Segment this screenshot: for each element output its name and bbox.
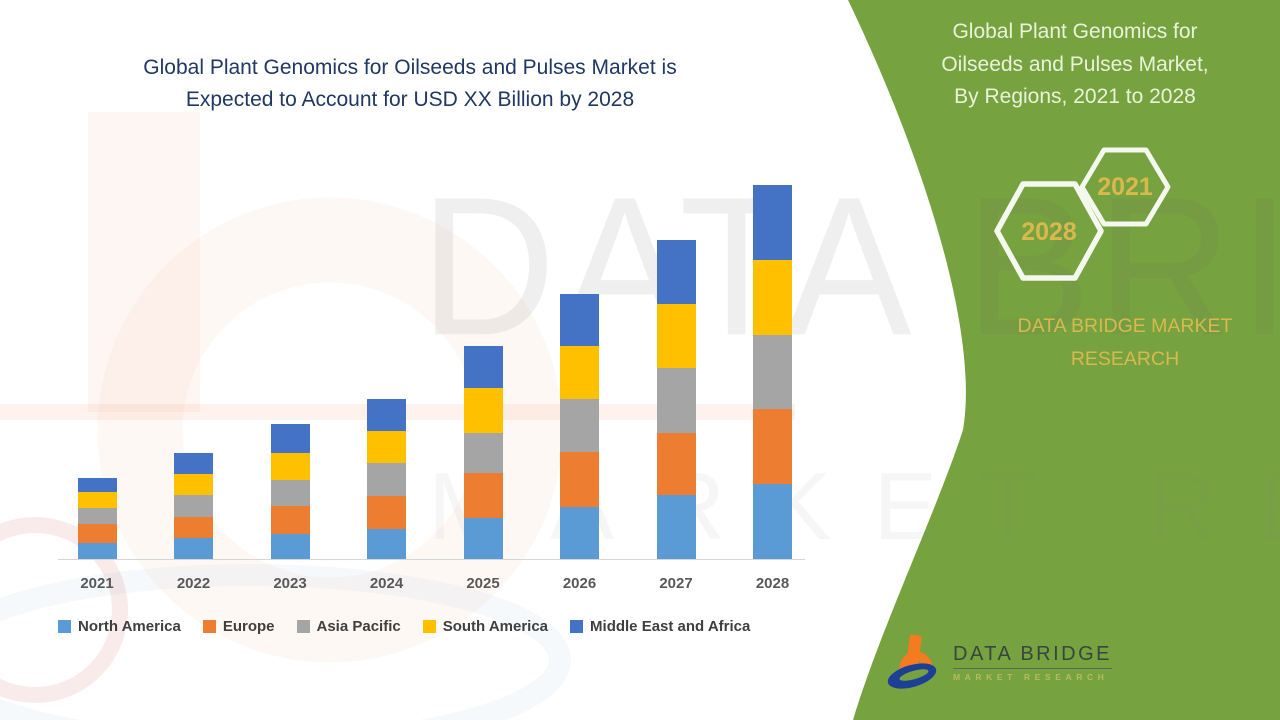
bar-segment-middle-east-and-africa — [753, 185, 792, 260]
legend-item-south-america: South America — [422, 618, 549, 635]
data-bridge-logo-icon — [887, 634, 937, 689]
bar-segment-north-america — [367, 529, 406, 559]
chart-legend: North America Europe Asia Pacific South Ame… — [58, 618, 750, 635]
bar-segment-europe — [560, 452, 599, 507]
legend-swatch — [570, 620, 584, 633]
legend-label: North America — [78, 618, 181, 635]
bar-segment-asia-pacific — [560, 399, 599, 452]
x-axis-label: 2026 — [562, 575, 597, 592]
bar-segment-south-america — [753, 260, 792, 335]
bar-segment-middle-east-and-africa — [270, 424, 310, 453]
bar-segment-middle-east-and-africa — [463, 346, 503, 388]
brand-statement: DATA BRIDGE MARKET RESEARCH — [955, 310, 1280, 376]
legend-swatch — [58, 620, 71, 633]
bar-segment-europe — [753, 409, 792, 484]
bar-segment-middle-east-and-africa — [77, 478, 117, 492]
bar-segment-asia-pacific — [753, 335, 792, 409]
bar-segment-europe — [463, 473, 503, 518]
legend-item-north-america: North America — [58, 618, 181, 635]
bar-2021 — [77, 478, 117, 559]
bar-segment-europe — [270, 506, 310, 534]
bar-segment-asia-pacific — [463, 433, 503, 473]
bar-segment-asia-pacific — [270, 480, 310, 506]
bar-segment-europe — [656, 433, 696, 495]
logo-tagline-text: MARKET RESEARCH — [953, 671, 1109, 682]
bar-segment-north-america — [753, 484, 792, 559]
bar-segment-middle-east-and-africa — [560, 294, 599, 346]
bar-2025 — [463, 346, 503, 559]
legend-label: South America — [442, 618, 549, 635]
bar-segment-europe — [367, 496, 406, 529]
bar-segment-north-america — [270, 534, 310, 559]
x-axis-label: 2021 — [80, 575, 114, 592]
x-axis-label: 2022 — [176, 575, 211, 592]
bar-2026 — [560, 294, 599, 559]
legend-label: Europe — [222, 618, 275, 635]
bar-2024 — [367, 399, 406, 559]
hexagon-2028-label: 2028 — [1021, 218, 1077, 246]
bar-segment-north-america — [463, 518, 503, 559]
bar-segment-asia-pacific — [656, 368, 696, 433]
x-axis-label: 2027 — [659, 575, 693, 592]
bar-segment-asia-pacific — [77, 508, 117, 524]
hexagon-2028-icon — [994, 181, 1104, 281]
bar-segment-south-america — [367, 431, 406, 463]
bar-segment-europe — [174, 517, 213, 538]
bar-segment-asia-pacific — [174, 495, 213, 517]
data-bridge-wordmark: DATA BRIDGE MARKET RESEARCH — [953, 643, 1113, 682]
bar-segment-asia-pacific — [367, 463, 406, 496]
bar-segment-middle-east-and-africa — [174, 453, 213, 474]
bar-segment-south-america — [463, 388, 503, 433]
bar-segment-north-america — [174, 538, 213, 559]
side-panel-title-line1: Global Plant Genomics for — [952, 20, 1198, 43]
x-axis-label: 2024 — [369, 575, 404, 592]
bar-2022 — [174, 453, 213, 559]
bar-segment-south-america — [270, 453, 310, 480]
x-axis-labels: 2021 2022 2023 2024 2025 2026 2027 2028 — [58, 575, 803, 597]
bar-2027 — [656, 240, 696, 559]
bar-segment-north-america — [77, 543, 117, 559]
data-bridge-logo: DATA BRIDGE MARKET RESEARCH — [886, 634, 1113, 690]
bar-2028 — [753, 185, 792, 559]
bar-segment-south-america — [174, 474, 213, 495]
legend-swatch — [296, 620, 310, 633]
x-axis-label: 2025 — [466, 575, 500, 592]
hexagon-2021-label: 2021 — [1097, 173, 1153, 201]
legend-swatch — [422, 620, 436, 633]
bar-segment-europe — [77, 524, 117, 543]
x-axis-label: 2023 — [273, 575, 307, 592]
side-panel-title: Global Plant Genomics for Oilseeds and P… — [900, 16, 1250, 114]
x-axis-label: 2028 — [755, 575, 790, 592]
legend-label: Middle East and Africa — [590, 618, 751, 635]
plot-area — [58, 169, 803, 559]
logo-brand-text: DATA BRIDGE — [953, 643, 1113, 669]
brand-statement-line2: RESEARCH — [1070, 348, 1180, 371]
legend-label: Asia Pacific — [316, 618, 401, 635]
chart-title-line1: Global Plant Genomics for Oilseeds and P… — [143, 56, 677, 79]
side-panel-title-line2: Oilseeds and Pulses Market, — [941, 52, 1209, 76]
legend-swatch — [202, 620, 216, 633]
bar-segment-middle-east-and-africa — [367, 399, 406, 431]
legend-item-middle-east-and-africa: Middle East and Africa — [570, 618, 750, 635]
bar-segment-north-america — [560, 507, 599, 559]
bar-segment-south-america — [77, 492, 117, 508]
bar-2023 — [270, 424, 310, 559]
x-axis-line — [58, 559, 805, 560]
legend-item-europe: Europe — [202, 618, 275, 635]
bar-segment-south-america — [656, 304, 696, 368]
bar-segment-middle-east-and-africa — [656, 240, 696, 304]
bar-segment-south-america — [560, 346, 599, 399]
chart-title-line2: Expected to Account for USD XX Billion b… — [185, 87, 635, 111]
brand-statement-line1: DATA BRIDGE MARKET — [1017, 315, 1233, 337]
legend-item-asia-pacific: Asia Pacific — [296, 618, 401, 635]
chart-title: Global Plant Genomics for Oilseeds and P… — [70, 52, 750, 115]
side-panel-title-line3: By Regions, 2021 to 2028 — [954, 85, 1196, 109]
hexagon-2021-icon — [1079, 147, 1171, 227]
bar-segment-north-america — [656, 495, 696, 559]
